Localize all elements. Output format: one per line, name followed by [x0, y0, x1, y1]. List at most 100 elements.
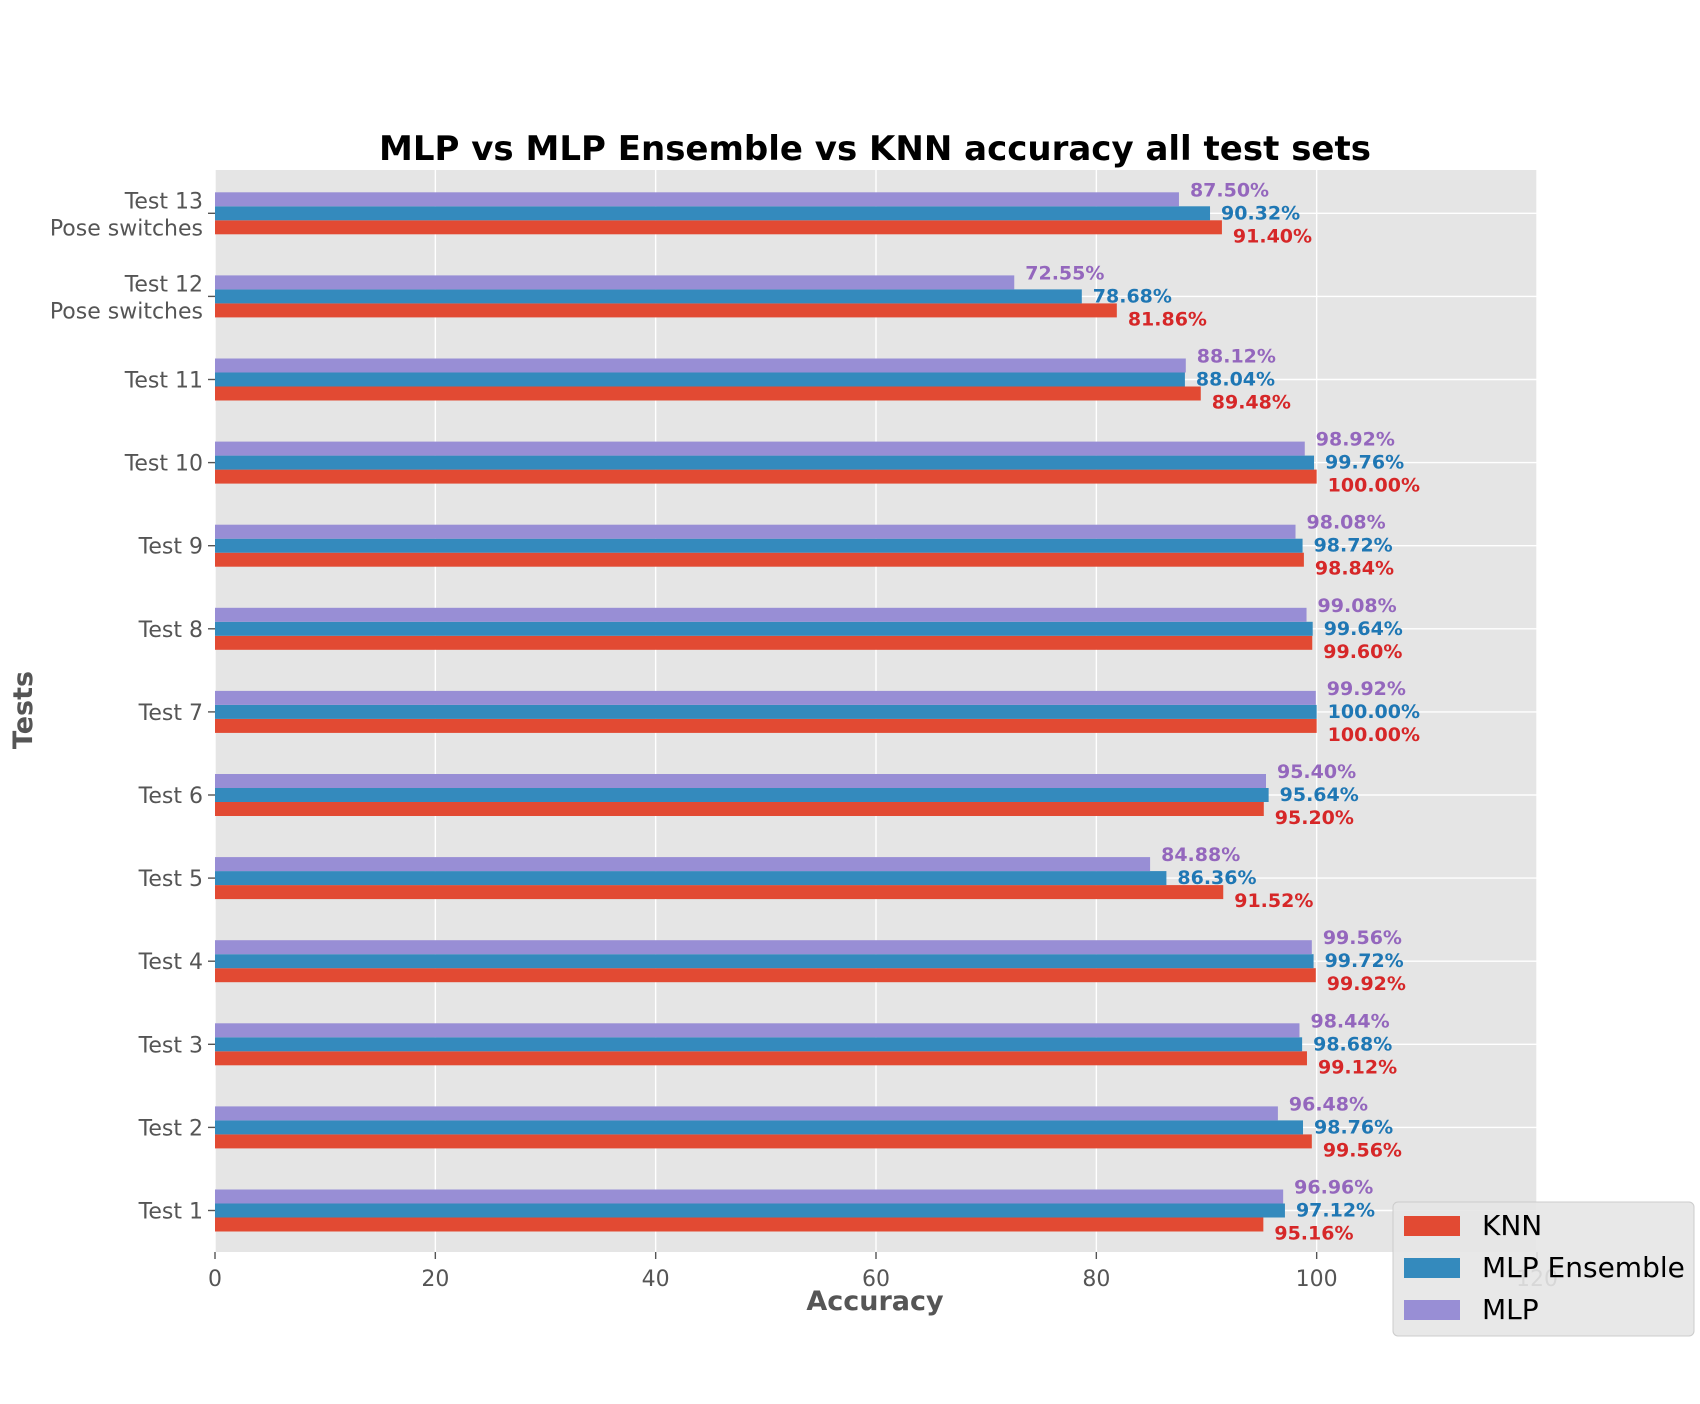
- bar-mlp-ensemble: [215, 455, 1315, 470]
- data-label: 99.92%: [1327, 973, 1406, 995]
- bar-mlp: [215, 774, 1266, 788]
- bar-mlp: [215, 192, 1179, 207]
- bar-mlp: [215, 690, 1316, 705]
- data-label: 98.92%: [1316, 429, 1395, 451]
- data-label: 72.55%: [1025, 262, 1104, 284]
- data-label: 91.52%: [1234, 890, 1313, 912]
- bar-knn: [215, 1051, 1307, 1066]
- data-label: 88.12%: [1197, 346, 1276, 368]
- bar-mlp: [215, 275, 1015, 290]
- y-tick-label: Test 9: [138, 535, 203, 560]
- x-tick-label: 0: [208, 1267, 222, 1292]
- data-label: 98.44%: [1310, 1010, 1389, 1032]
- bar-mlp-ensemble: [215, 1120, 1304, 1135]
- bar-mlp-ensemble: [215, 871, 1167, 886]
- data-label: 88.04%: [1196, 369, 1275, 391]
- data-label: 100.00%: [1328, 701, 1420, 723]
- data-label: 99.12%: [1318, 1056, 1397, 1078]
- y-tick-label: Test 4: [138, 950, 203, 975]
- legend-label: MLP Ensemble: [1482, 1251, 1685, 1284]
- bar-mlp: [215, 857, 1151, 872]
- bar-mlp-ensemble: [215, 1203, 1285, 1218]
- data-label: 99.56%: [1323, 927, 1402, 949]
- data-label: 100.00%: [1328, 475, 1420, 497]
- y-axis-label: Tests: [8, 671, 39, 749]
- bar-knn: [215, 968, 1316, 983]
- chart-title: MLP vs MLP Ensemble vs KNN accuracy all …: [379, 129, 1371, 169]
- y-tick-label: Pose switches: [50, 216, 203, 241]
- bar-knn: [215, 718, 1317, 733]
- data-label: 99.72%: [1325, 950, 1404, 972]
- data-label: 99.64%: [1324, 618, 1403, 640]
- y-tick-label: Test 11: [124, 369, 203, 394]
- bar-mlp: [215, 441, 1305, 456]
- data-label: 100.00%: [1328, 724, 1420, 746]
- bar-mlp-ensemble: [215, 372, 1185, 387]
- x-tick-label: 40: [642, 1267, 670, 1292]
- data-label: 98.72%: [1314, 535, 1393, 557]
- data-label: 99.92%: [1327, 678, 1406, 700]
- data-label: 87.50%: [1190, 179, 1269, 201]
- bar-mlp: [215, 524, 1296, 539]
- data-label: 95.16%: [1274, 1223, 1353, 1245]
- data-label: 84.88%: [1161, 844, 1240, 866]
- legend-swatch: [1404, 1300, 1460, 1320]
- bar-mlp-ensemble: [215, 954, 1314, 969]
- data-label: 96.96%: [1294, 1177, 1373, 1199]
- x-tick-label: 60: [862, 1267, 890, 1292]
- bar-mlp-ensemble: [215, 704, 1317, 719]
- legend-box: [1392, 1201, 1695, 1337]
- data-label: 97.12%: [1296, 1200, 1375, 1222]
- data-label: 98.68%: [1313, 1033, 1392, 1055]
- y-tick-label: Test 10: [124, 452, 203, 477]
- bar-mlp-ensemble: [215, 1037, 1303, 1052]
- bar-knn: [215, 1217, 1264, 1232]
- x-tick-label: 100: [1296, 1267, 1338, 1292]
- bar-mlp-ensemble: [215, 206, 1211, 221]
- data-label: 95.40%: [1277, 761, 1356, 783]
- legend-swatch: [1404, 1216, 1460, 1236]
- data-label: 98.76%: [1314, 1116, 1393, 1138]
- bar-mlp: [215, 1189, 1284, 1204]
- bar-knn: [215, 220, 1222, 235]
- bar-knn: [215, 1134, 1312, 1149]
- bar-mlp: [215, 1106, 1278, 1121]
- data-label: 90.32%: [1221, 202, 1300, 224]
- y-tick-label: Test 7: [138, 701, 203, 726]
- data-label: 98.84%: [1315, 558, 1394, 580]
- bar-mlp: [215, 358, 1186, 373]
- y-tick-label: Test 5: [138, 867, 203, 892]
- bar-mlp-ensemble: [215, 289, 1082, 304]
- data-label: 98.08%: [1307, 512, 1386, 534]
- y-tick-label: Test 6: [138, 784, 203, 809]
- bar-knn: [215, 635, 1313, 650]
- bar-mlp: [215, 607, 1307, 622]
- legend-swatch: [1404, 1258, 1460, 1278]
- bar-knn: [215, 303, 1117, 318]
- y-tick-label: Test 1: [138, 1200, 203, 1225]
- data-label: 99.76%: [1325, 452, 1404, 474]
- y-tick-label: Test 13: [124, 189, 203, 214]
- x-tick-label: 80: [1082, 1267, 1110, 1292]
- legend-label: KNN: [1482, 1209, 1542, 1242]
- bar-mlp-ensemble: [215, 538, 1303, 553]
- data-label: 89.48%: [1212, 392, 1291, 414]
- y-tick-label: Test 8: [138, 618, 203, 643]
- data-label: 95.64%: [1280, 784, 1359, 806]
- bar-mlp: [215, 1023, 1300, 1038]
- bar-knn: [215, 802, 1264, 816]
- x-tick-label: 20: [421, 1267, 449, 1292]
- y-tick-label: Test 3: [138, 1033, 203, 1058]
- data-label: 91.40%: [1233, 225, 1312, 247]
- legend-label: MLP: [1482, 1293, 1539, 1326]
- bar-mlp-ensemble: [215, 621, 1313, 636]
- x-axis-label: Accuracy: [806, 1286, 944, 1317]
- y-tick-label: Test 2: [138, 1116, 203, 1141]
- data-label: 81.86%: [1128, 308, 1207, 330]
- data-label: 99.56%: [1323, 1139, 1402, 1161]
- data-label: 96.48%: [1289, 1093, 1368, 1115]
- data-label: 86.36%: [1177, 867, 1256, 889]
- bar-mlp-ensemble: [215, 788, 1269, 802]
